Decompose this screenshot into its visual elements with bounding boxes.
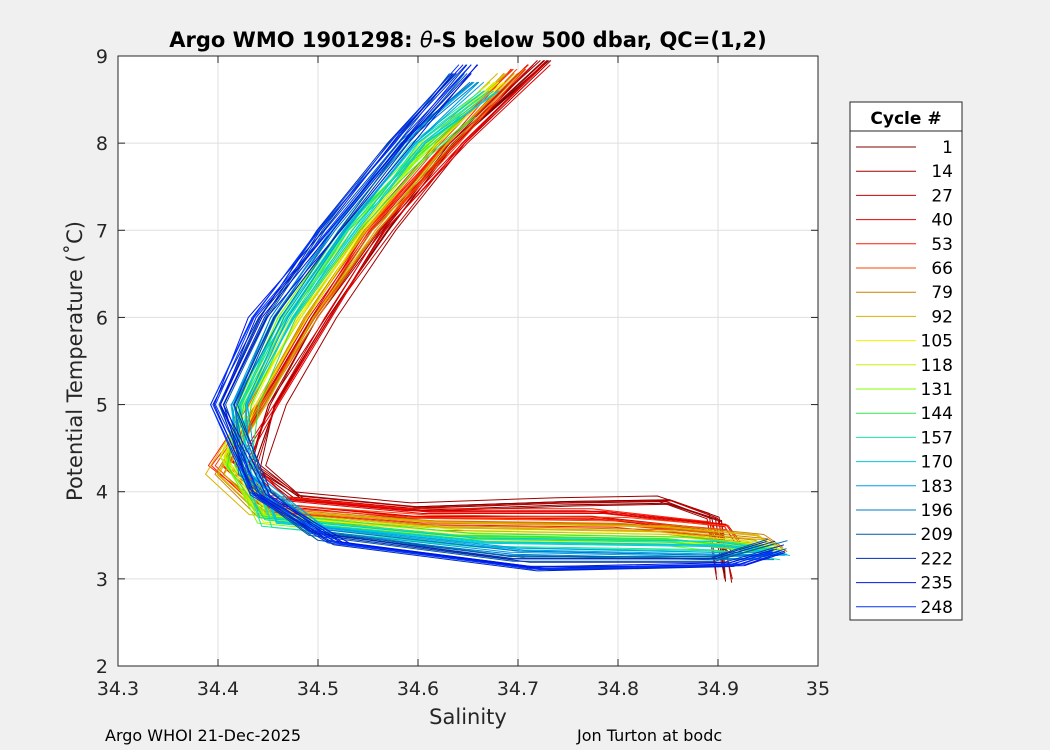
- legend: Cycle # 1 14 27 40 53 66 79 92 105 118 131 144 157 17…: [849, 101, 963, 621]
- legend-label: 144: [921, 404, 953, 424]
- legend-label: 248: [921, 598, 953, 618]
- chart-title-suffix: -S below 500 dbar, QC=(1,2): [433, 28, 767, 52]
- legend-label: 157: [921, 428, 953, 448]
- profile-line: [250, 60, 726, 581]
- profile-line: [265, 60, 733, 583]
- x-tick-label: 35: [806, 678, 830, 700]
- chart-title: Argo WMO 1901298: θ-S below 500 dbar, QC…: [169, 28, 766, 52]
- x-tick-label: 34.9: [697, 678, 739, 700]
- legend-box: [849, 101, 963, 621]
- profile-line: [243, 90, 788, 555]
- legend-label: 131: [921, 380, 953, 400]
- profile-line: [246, 81, 787, 555]
- y-tick-label: 7: [96, 220, 108, 242]
- profile-line: [213, 64, 774, 568]
- legend-label: 79: [931, 283, 953, 303]
- y-tick-label: 8: [96, 133, 108, 155]
- legend-label: 196: [921, 501, 953, 521]
- legend-label: 183: [921, 477, 953, 497]
- chart-title-theta: θ: [420, 28, 433, 52]
- x-tick-label: 34.7: [497, 678, 539, 700]
- legend-label: 40: [931, 211, 953, 231]
- footer-left: Argo WHOI 21-Dec-2025: [105, 726, 301, 745]
- profile-line: [223, 73, 785, 554]
- profile-line: [233, 73, 785, 563]
- x-tick-label: 34.6: [397, 678, 439, 700]
- x-tick-label: 34.5: [297, 678, 339, 700]
- x-tick-label: 34.4: [197, 678, 239, 700]
- y-axis-ticks: 2 3 4 5 6 7 8 9: [96, 46, 818, 678]
- profile-line: [218, 73, 780, 550]
- plot-border: [117, 55, 819, 667]
- legend-label: 222: [921, 549, 953, 569]
- x-axis-ticks: 34.3 34.4 34.5 34.6 34.7 34.8 34.9 35: [97, 56, 830, 700]
- x-tick-label: 34.3: [97, 678, 139, 700]
- profile-line: [216, 73, 778, 549]
- plot-area: [118, 56, 818, 666]
- legend-label: 14: [931, 162, 953, 182]
- y-tick-label: 4: [96, 482, 108, 504]
- legend-label: 27: [931, 186, 953, 206]
- y-tick-label: 3: [96, 569, 108, 591]
- profile-line: [214, 64, 775, 571]
- legend-label: 92: [931, 307, 953, 327]
- profile-line: [240, 90, 781, 561]
- legend-label: 118: [921, 356, 953, 376]
- series-layer: [205, 60, 791, 583]
- profile-line: [243, 90, 791, 556]
- x-tick-label: 34.8: [597, 678, 639, 700]
- legend-label: 105: [921, 332, 953, 352]
- profile-line: [256, 60, 733, 580]
- legend-label: 170: [921, 453, 953, 473]
- legend-label: 66: [931, 259, 953, 279]
- profile-line: [219, 64, 781, 569]
- x-axis-label: Salinity: [429, 705, 507, 729]
- legend-title: Cycle #: [870, 109, 941, 129]
- y-tick-label: 9: [96, 46, 108, 68]
- y-tick-label: 6: [96, 307, 108, 329]
- profile-line: [210, 64, 773, 570]
- profile-line: [219, 73, 767, 560]
- legend-label: 235: [921, 574, 953, 594]
- legend-entries: 1 14 27 40 53 66 79 92 105 118 131 144 157 170 183 196 2…: [856, 138, 953, 618]
- legend-label: 209: [921, 525, 953, 545]
- y-tick-label: 5: [96, 395, 108, 417]
- y-axis-label: Potential Temperature (˚C): [63, 221, 87, 501]
- legend-label: 53: [931, 235, 953, 255]
- profile-line: [250, 116, 775, 549]
- y-tick-label: 2: [96, 656, 108, 678]
- chart-title-prefix: Argo WMO 1901298:: [169, 28, 420, 52]
- legend-label: 1: [942, 138, 953, 158]
- footer-right: Jon Turton at bodc: [576, 726, 722, 745]
